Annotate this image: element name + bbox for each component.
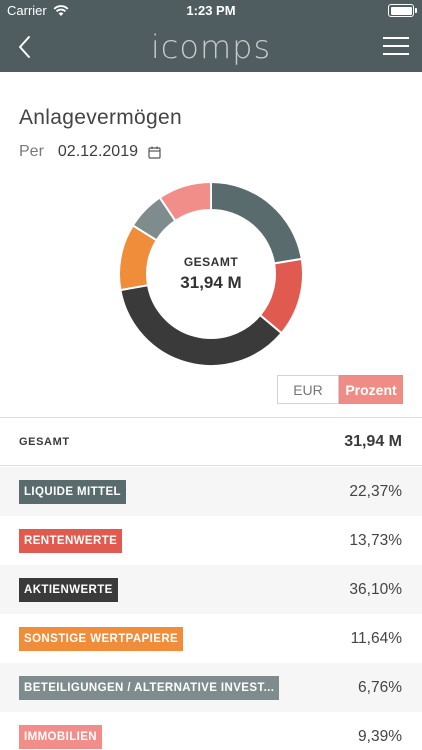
currency-toggle: EUR Prozent bbox=[277, 375, 403, 404]
top-bar: Carrier 1:23 PM icomps bbox=[0, 0, 422, 72]
percent-toggle-button[interactable]: Prozent bbox=[339, 375, 403, 404]
list-item-rentenwerte[interactable]: RENTENWERTE 13,73% bbox=[0, 516, 422, 565]
wifi-icon bbox=[53, 4, 69, 16]
category-tag: IMMOBILIEN bbox=[19, 724, 102, 749]
list-item-sonstige-wertpapiere[interactable]: SONSTIGE WERTPAPIERE 11,64% bbox=[0, 614, 422, 663]
donut-slice-0[interactable] bbox=[210, 180, 303, 265]
category-tag: LIQUIDE MITTEL bbox=[19, 479, 126, 504]
battery-nub bbox=[415, 8, 417, 13]
status-bar: Carrier 1:23 PM bbox=[0, 0, 422, 22]
total-row: GESAMT 31,94 M bbox=[0, 418, 422, 466]
battery-icon bbox=[388, 4, 414, 17]
total-label: GESAMT bbox=[19, 435, 70, 448]
list-item-immobilien[interactable]: IMMOBILIEN 9,39% bbox=[0, 712, 422, 750]
category-percent: 36,10% bbox=[349, 580, 402, 598]
date-row: Per 02.12.2019 bbox=[19, 143, 161, 161]
nav-row: icomps bbox=[0, 22, 422, 72]
eur-toggle-button[interactable]: EUR bbox=[277, 375, 339, 404]
menu-button[interactable] bbox=[382, 32, 410, 60]
category-percent: 13,73% bbox=[349, 531, 402, 549]
date-value[interactable]: 02.12.2019 bbox=[57, 143, 138, 160]
status-time: 1:23 PM bbox=[186, 3, 236, 18]
calendar-icon[interactable] bbox=[148, 146, 161, 159]
donut-slice-2[interactable] bbox=[119, 284, 283, 367]
allocation-list: LIQUIDE MITTEL 22,37% RENTENWERTE 13,73%… bbox=[0, 467, 422, 750]
list-item-beteiligungen[interactable]: BETEILIGUNGEN / ALTERNATIVE INVEST... 6,… bbox=[0, 663, 422, 712]
category-percent: 6,76% bbox=[358, 678, 402, 696]
category-percent: 11,64% bbox=[350, 629, 402, 647]
back-button[interactable] bbox=[8, 30, 42, 64]
list-item-aktienwerte[interactable]: AKTIENWERTE 36,10% bbox=[0, 565, 422, 614]
carrier-indicator: Carrier bbox=[7, 3, 69, 18]
list-item-liquide-mittel[interactable]: LIQUIDE MITTEL 22,37% bbox=[0, 467, 422, 516]
total-value: 31,94 M bbox=[344, 432, 402, 450]
category-tag: BETEILIGUNGEN / ALTERNATIVE INVEST... bbox=[19, 675, 280, 700]
donut-slice-5[interactable] bbox=[158, 180, 212, 223]
hamburger-menu-icon bbox=[383, 37, 409, 55]
category-tag: RENTENWERTE bbox=[19, 528, 123, 553]
category-tag: SONSTIGE WERTPAPIERE bbox=[19, 626, 184, 651]
app-logo: icomps bbox=[150, 28, 272, 66]
divider bbox=[0, 417, 422, 418]
category-percent: 9,39% bbox=[358, 727, 402, 745]
category-tag: AKTIENWERTE bbox=[19, 577, 118, 602]
allocation-donut[interactable]: GESAMT 31,94 M bbox=[117, 180, 305, 368]
page-title: Anlagevermögen bbox=[19, 106, 182, 129]
donut-svg bbox=[118, 180, 304, 367]
chevron-left-icon bbox=[19, 36, 30, 58]
carrier-label: Carrier bbox=[7, 3, 47, 18]
category-percent: 22,37% bbox=[349, 482, 402, 500]
per-label: Per bbox=[19, 143, 44, 160]
